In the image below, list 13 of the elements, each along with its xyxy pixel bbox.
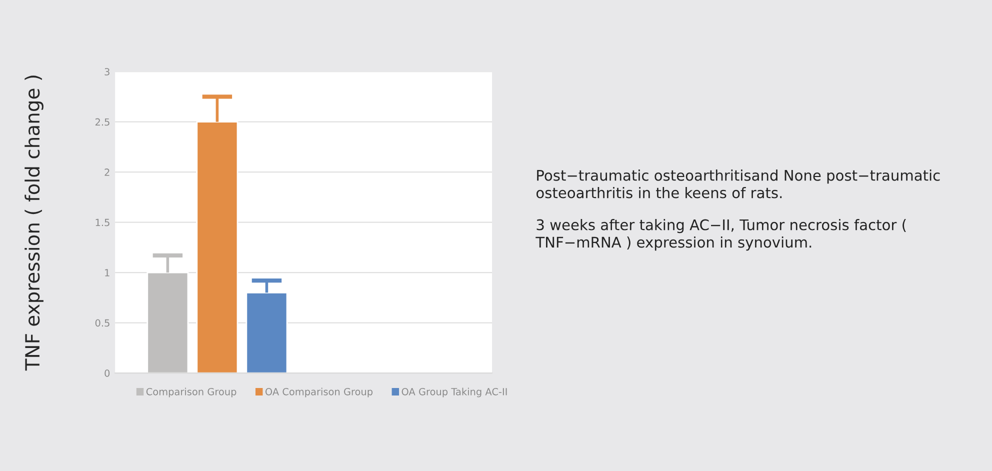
y-tick-label: 0.5	[95, 319, 110, 327]
y-tick-label: 2	[104, 168, 110, 176]
legend-label: OA Group Taking AC-II	[402, 388, 507, 398]
y-axis-title: TNF expression ( fold change )	[24, 76, 44, 371]
legend-label: OA Comparison Group	[265, 388, 373, 398]
y-tick-label: 2.5	[95, 118, 110, 126]
legend-label: Comparison Group	[146, 388, 236, 398]
text: 3 weeks after taking AC−II, Tumor necrosis factor ( TNF−mRNA ) expression in synovium.	[536, 219, 906, 251]
y-tick-label: 3	[104, 68, 110, 76]
text: Post−traumatic osteoarthritisand None post−traumatic osteoarthritis in the keens of rats.	[536, 170, 940, 198]
y-tick-label: 0	[104, 370, 110, 377]
y-tick-label: 1	[105, 269, 110, 276]
y-tick-label: 1.5	[96, 218, 110, 226]
